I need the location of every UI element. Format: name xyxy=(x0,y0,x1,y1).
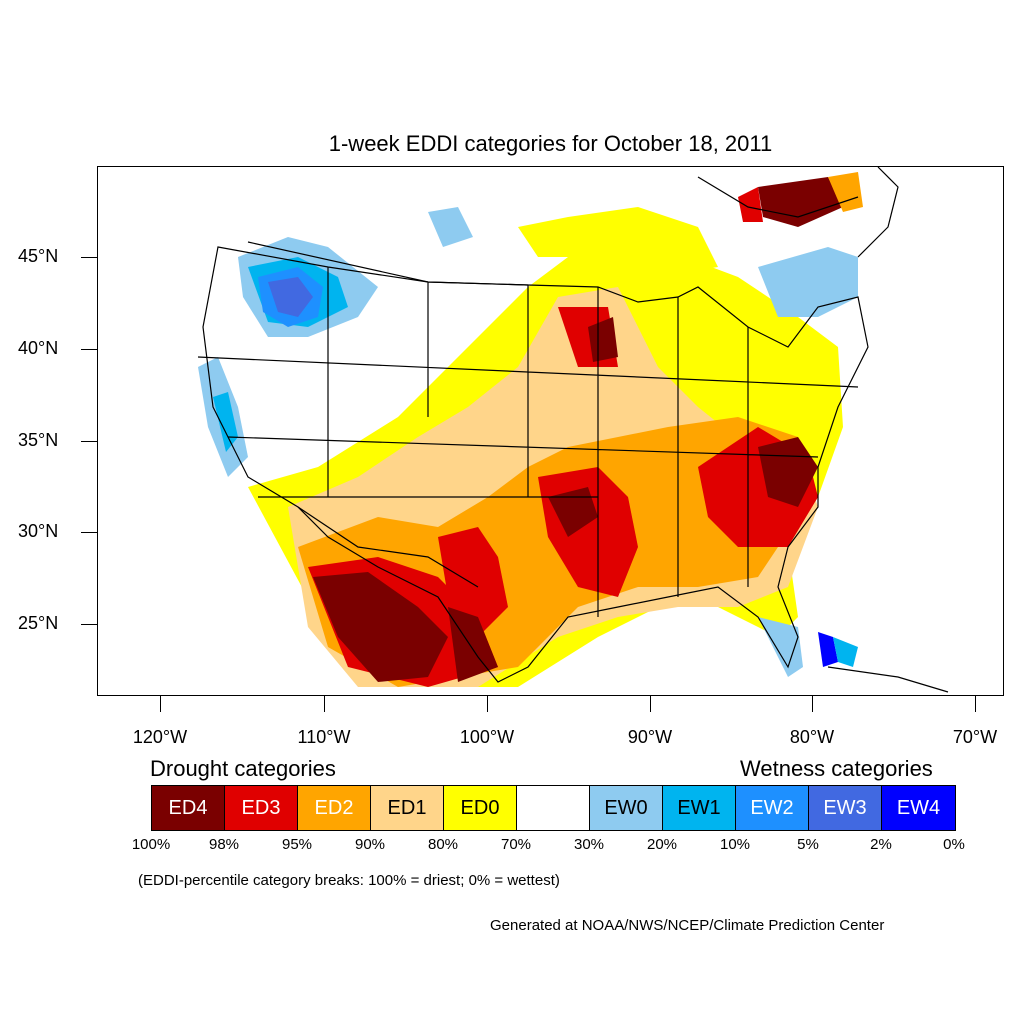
lon-tick xyxy=(160,696,161,712)
lon-tick xyxy=(324,696,325,712)
lat-tick xyxy=(81,624,97,625)
lon-label: 110°W xyxy=(297,727,351,747)
percentile-label: 98% xyxy=(208,836,240,853)
eddi-field xyxy=(198,172,863,687)
map-svg xyxy=(197,167,949,693)
chart-title: 1-week EDDI categories for October 18, 2… xyxy=(328,131,773,156)
lon-label: 100°W xyxy=(459,727,515,747)
percentile-label: 90% xyxy=(354,836,386,853)
ew0-florida xyxy=(758,617,803,677)
lon-label: 80°W xyxy=(789,727,835,747)
percentile-label: 30% xyxy=(573,836,605,853)
percentile-label: 10% xyxy=(719,836,751,853)
lon-label: 90°W xyxy=(627,727,673,747)
lat-tick xyxy=(81,257,97,258)
ew1-bahamas xyxy=(833,637,858,667)
ew0-montana xyxy=(428,207,473,247)
borders xyxy=(197,167,949,693)
lat-label: 30°N xyxy=(18,521,59,541)
legend-swatch: EW0 xyxy=(590,786,663,830)
percentile-label: 70% xyxy=(500,836,532,853)
legend-swatch: EW1 xyxy=(663,786,736,830)
mexico-border xyxy=(297,506,479,588)
ed3-quebec xyxy=(738,187,763,222)
percentile-label: 95% xyxy=(281,836,313,853)
legend-swatch: ED4 xyxy=(152,786,225,830)
us-outline xyxy=(202,246,869,683)
lon-tick xyxy=(975,696,976,712)
percentile-label: 2% xyxy=(870,836,892,853)
lon-tick xyxy=(650,696,651,712)
quebec-coast xyxy=(697,167,899,258)
ed3-texas xyxy=(438,527,508,637)
legend-swatch xyxy=(517,786,590,830)
lon-tick xyxy=(487,696,488,712)
legend-bar: ED4 ED3 ED2 ED1 ED0 EW0 EW1 EW2 EW3 EW4 xyxy=(151,785,956,831)
map-frame xyxy=(97,166,1004,696)
legend-swatch: ED3 xyxy=(225,786,298,830)
ed4-minnesota xyxy=(588,317,618,362)
lon-label: 70°W xyxy=(952,727,998,747)
lat-label: 35°N xyxy=(18,430,59,450)
percentile-label: 0% xyxy=(943,836,965,853)
ed2-quebec xyxy=(828,172,863,212)
percentile-label: 5% xyxy=(797,836,819,853)
drought-heading: Drought categories xyxy=(150,756,336,781)
lat-label: 25°N xyxy=(18,613,59,633)
legend-swatch: ED0 xyxy=(444,786,517,830)
percentile-label: 100% xyxy=(131,836,171,853)
ed4-texas xyxy=(448,607,498,682)
ed4-arklatex xyxy=(548,487,598,537)
legend-swatch: EW3 xyxy=(809,786,882,830)
lat-label: 40°N xyxy=(18,338,59,358)
lon-label: 120°W xyxy=(132,727,188,747)
ed4-mexico xyxy=(313,572,448,682)
percentile-label: 20% xyxy=(646,836,678,853)
lat-label: 45°N xyxy=(18,246,59,266)
cuba xyxy=(827,666,949,693)
legend-swatch: EW2 xyxy=(736,786,809,830)
ed0-north xyxy=(518,207,718,277)
lat-tick xyxy=(81,532,97,533)
wetness-heading: Wetness categories xyxy=(740,756,933,781)
percentile-label: 80% xyxy=(427,836,459,853)
legend-swatch: ED1 xyxy=(371,786,444,830)
credit-line: Generated at NOAA/NWS/NCEP/Climate Predi… xyxy=(490,917,885,934)
category-note: (EDDI-percentile category breaks: 100% =… xyxy=(138,872,560,889)
ed4-carolina xyxy=(758,437,818,507)
lat-tick xyxy=(81,349,97,350)
state-lines xyxy=(197,267,859,617)
lon-tick xyxy=(812,696,813,712)
ed4-quebec xyxy=(758,177,843,227)
ew4-bahamas xyxy=(818,632,838,667)
ew0-ontario xyxy=(758,247,858,317)
ew3-northwest xyxy=(268,277,313,317)
legend-swatch: EW4 xyxy=(882,786,955,830)
legend-swatch: ED2 xyxy=(298,786,371,830)
lat-tick xyxy=(81,441,97,442)
